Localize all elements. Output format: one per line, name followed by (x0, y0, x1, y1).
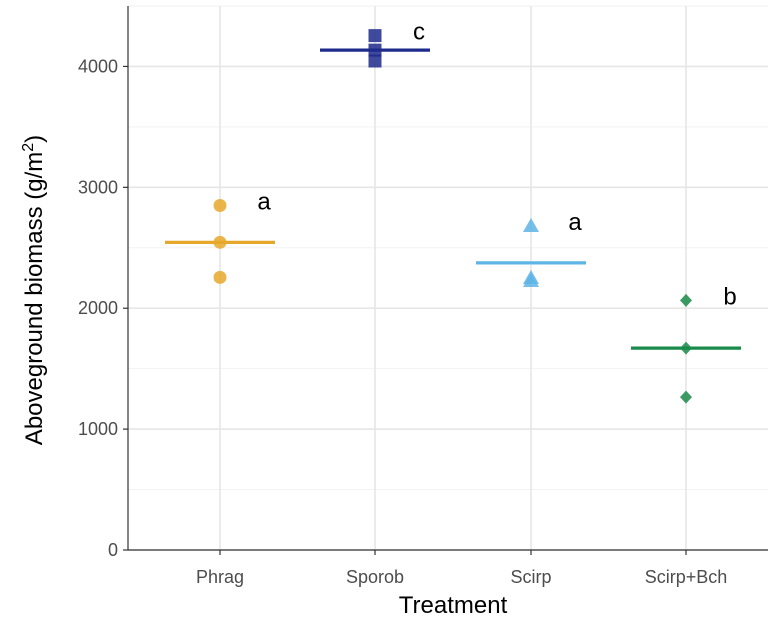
y-tick-label: 3000 (78, 177, 118, 197)
y-tick-label: 1000 (78, 419, 118, 439)
data-point (213, 270, 227, 284)
significance-letter: a (568, 209, 582, 236)
y-tick-label: 2000 (78, 298, 118, 318)
x-axis-title: Treatment (399, 592, 508, 619)
data-point (368, 54, 382, 68)
data-point (213, 198, 227, 212)
data-point (523, 273, 539, 288)
significance-letter: a (257, 188, 271, 215)
x-tick-label: Scirp (510, 567, 551, 587)
x-tick-label: Scirp+Bch (645, 567, 728, 587)
y-axis-title: Aboveground biomass (g/m2) (20, 135, 48, 445)
data-point (680, 390, 692, 404)
plot-panel (128, 6, 768, 550)
data-point (680, 293, 692, 307)
data-point (680, 341, 692, 355)
significance-letter: c (413, 19, 425, 46)
x-tick-label: Sporob (346, 567, 404, 587)
data-point (368, 29, 382, 43)
y-tick-label: 0 (108, 540, 118, 560)
significance-letter: b (723, 283, 736, 310)
x-tick-label: Phrag (196, 567, 244, 587)
data-point (523, 218, 539, 233)
data-point (213, 235, 227, 249)
data-point (368, 43, 382, 57)
y-tick-label: 4000 (78, 56, 118, 76)
